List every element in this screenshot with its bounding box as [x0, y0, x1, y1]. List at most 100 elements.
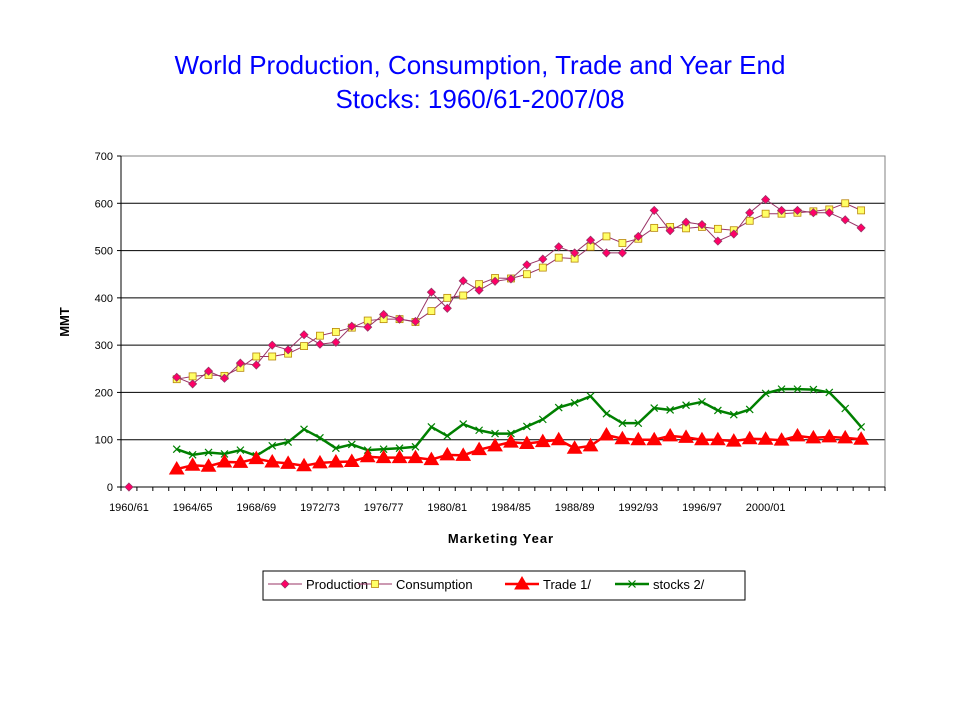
data-point — [439, 446, 456, 461]
x-tick-label: 1984/85 — [491, 502, 531, 514]
legend-label: Trade 1/ — [543, 577, 591, 592]
data-point — [761, 194, 771, 205]
data-point — [538, 415, 547, 424]
data-point — [618, 239, 627, 247]
x-axis-label: Marketing Year — [448, 531, 554, 546]
data-point — [410, 316, 421, 327]
data-point — [824, 208, 834, 218]
legend-label: stocks 2/ — [653, 577, 705, 592]
data-point — [395, 444, 404, 453]
data-point — [331, 337, 341, 347]
data-point — [248, 450, 265, 465]
data-point — [554, 403, 563, 412]
data-point — [773, 432, 790, 446]
data-point — [745, 208, 755, 218]
data-point — [284, 438, 293, 447]
data-point — [172, 445, 181, 454]
data-point — [602, 232, 611, 241]
data-point — [172, 372, 182, 382]
data-point — [792, 205, 803, 215]
data-point — [857, 423, 866, 431]
data-point — [216, 453, 233, 468]
data-point — [343, 453, 360, 467]
data-point — [232, 454, 249, 468]
data-point — [856, 223, 866, 233]
data-point — [522, 260, 532, 270]
y-tick-label: 500 — [95, 246, 113, 258]
data-point — [458, 276, 468, 286]
data-point — [300, 425, 308, 434]
data-point — [665, 226, 675, 236]
data-point — [614, 430, 631, 445]
legend-label: Consumption — [396, 577, 473, 592]
data-point — [710, 431, 726, 446]
data-point — [666, 405, 675, 414]
data-point — [251, 360, 261, 370]
data-point — [650, 223, 659, 232]
data-point — [363, 322, 373, 332]
series-line — [176, 387, 863, 458]
data-point — [459, 420, 468, 429]
data-point — [681, 217, 691, 227]
data-point — [598, 426, 615, 441]
data-point — [331, 328, 340, 336]
x-tick-label: 2000/01 — [746, 502, 786, 514]
data-point — [407, 449, 424, 464]
data-point — [312, 454, 328, 469]
data-point — [487, 437, 503, 452]
legend: Production Consumption Trade 1/stocks 2/ — [262, 570, 746, 601]
data-point — [634, 419, 643, 428]
data-point — [315, 339, 325, 349]
data-point — [427, 307, 436, 315]
y-tick-label: 200 — [95, 387, 113, 399]
data-point — [443, 432, 452, 440]
data-point — [649, 205, 659, 215]
data-point — [618, 419, 627, 428]
data-point — [283, 345, 293, 355]
x-tick-label: 1992/93 — [618, 502, 658, 514]
data-point — [522, 422, 531, 431]
data-point — [757, 431, 774, 445]
chart-title-line-1: World Production, Consumption, Trade and… — [174, 50, 786, 80]
data-point — [184, 457, 201, 471]
x-tick-label: 1996/97 — [682, 502, 722, 514]
data-point — [442, 303, 452, 313]
data-point — [235, 358, 245, 368]
data-point — [761, 209, 770, 218]
data-point — [124, 482, 134, 492]
data-point — [316, 433, 324, 442]
data-point — [219, 373, 230, 383]
data-point — [729, 229, 739, 239]
y-tick-label: 400 — [95, 293, 113, 305]
legend-entry: Trade 1/ — [505, 576, 591, 592]
data-point — [300, 342, 308, 350]
data-point — [280, 455, 296, 469]
data-point — [617, 248, 627, 258]
y-tick-label: 100 — [95, 435, 113, 447]
gridlines — [121, 155, 885, 441]
data-point — [443, 293, 452, 302]
data-point — [857, 206, 866, 215]
data-point — [550, 431, 567, 446]
y-tick-label: 0 — [107, 482, 113, 494]
data-point — [220, 449, 229, 458]
x-tick-label: 1980/81 — [427, 502, 467, 514]
data-point — [646, 431, 663, 446]
data-point — [698, 397, 706, 406]
data-point — [168, 461, 185, 475]
data-point — [776, 205, 787, 215]
data-point — [761, 389, 770, 398]
data-point — [713, 236, 723, 246]
data-point — [423, 451, 440, 466]
data-point — [538, 263, 547, 272]
data-point — [729, 410, 738, 419]
data-point — [522, 270, 531, 279]
data-point — [503, 434, 519, 448]
data-point — [203, 366, 214, 376]
data-point — [582, 437, 599, 452]
legend-box — [262, 570, 746, 601]
y-tick-label: 300 — [95, 340, 113, 352]
data-point — [426, 287, 436, 297]
data-point — [793, 385, 802, 394]
data-point — [188, 450, 197, 459]
